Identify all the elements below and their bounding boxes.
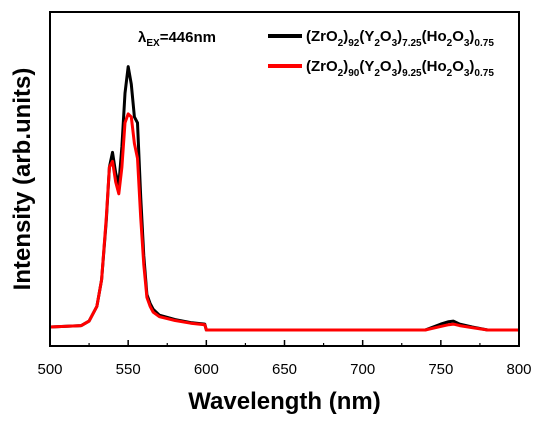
legend-label-2: (ZrO2)90(Y2O3)9.25(Ho2O3)0.75 <box>306 58 494 79</box>
legend-subscript: 0.75 <box>474 38 494 49</box>
x-tick-label: 550 <box>116 361 141 378</box>
legend-subscript: 3 <box>392 38 398 49</box>
lambda-subscript: EX <box>146 38 160 49</box>
legend-text-part: O <box>452 28 464 45</box>
legend-text-part: (Ho <box>422 28 447 45</box>
legend-text-part: ) <box>469 58 474 75</box>
x-tick-label: 500 <box>37 361 62 378</box>
excitation-annotation: λEX=446nm <box>138 29 216 49</box>
legend-subscript: 2 <box>338 68 344 79</box>
legend-text-part: ) <box>469 28 474 45</box>
legend-label-1: (ZrO2)92(Y2O3)7.25(Ho2O3)0.75 <box>306 28 494 49</box>
series-line-2 <box>49 112 519 332</box>
legend-text-part: ) <box>343 28 348 45</box>
y-axis-title: Intensity (arb.units) <box>9 68 36 291</box>
x-tick-label: 650 <box>272 361 297 378</box>
legend-subscript: 3 <box>392 68 398 79</box>
legend-text-part: ) <box>397 28 402 45</box>
legend-text-part: (Ho <box>422 58 447 75</box>
legend-text-part: (ZrO <box>306 58 338 75</box>
legend-text-part: (ZrO <box>306 28 338 45</box>
legend-subscript: 2 <box>447 38 453 49</box>
legend-subscript: 2 <box>338 38 344 49</box>
legend-subscript: 0.75 <box>474 68 494 79</box>
x-tick-label: 750 <box>428 361 453 378</box>
x-axis: 500 550 600 650 700 750 800 <box>37 340 532 378</box>
series-layer <box>49 65 519 332</box>
legend-subscript: 2 <box>374 68 380 79</box>
legend-subscript: 7.25 <box>402 38 422 49</box>
lambda-symbol: λ <box>138 29 147 46</box>
legend-subscript: 2 <box>374 38 380 49</box>
legend-text-part: (Y <box>359 28 374 45</box>
legend-subscript: 90 <box>348 68 360 79</box>
x-axis-title: Wavelength (nm) <box>188 388 380 415</box>
legend-text-part: O <box>452 58 464 75</box>
x-tick-label: 800 <box>506 361 531 378</box>
x-tick-label: 700 <box>350 361 375 378</box>
legend-text-part: O <box>380 28 392 45</box>
series-line-1 <box>49 65 519 332</box>
legend-subscript: 3 <box>464 68 470 79</box>
legend-text-part: O <box>380 58 392 75</box>
legend-subscript: 2 <box>447 68 453 79</box>
legend-text-part: ) <box>343 58 348 75</box>
legend-subscript: 92 <box>348 38 360 49</box>
legend-subscript: 9.25 <box>402 68 422 79</box>
legend-text-part: ) <box>397 58 402 75</box>
legend-subscript: 3 <box>464 38 470 49</box>
excitation-value: =446nm <box>160 29 216 46</box>
x-tick-label: 600 <box>194 361 219 378</box>
legend-text-part: (Y <box>359 58 374 75</box>
legend: (ZrO2)92(Y2O3)7.25(Ho2O3)0.75(ZrO2)90(Y2… <box>268 28 494 79</box>
